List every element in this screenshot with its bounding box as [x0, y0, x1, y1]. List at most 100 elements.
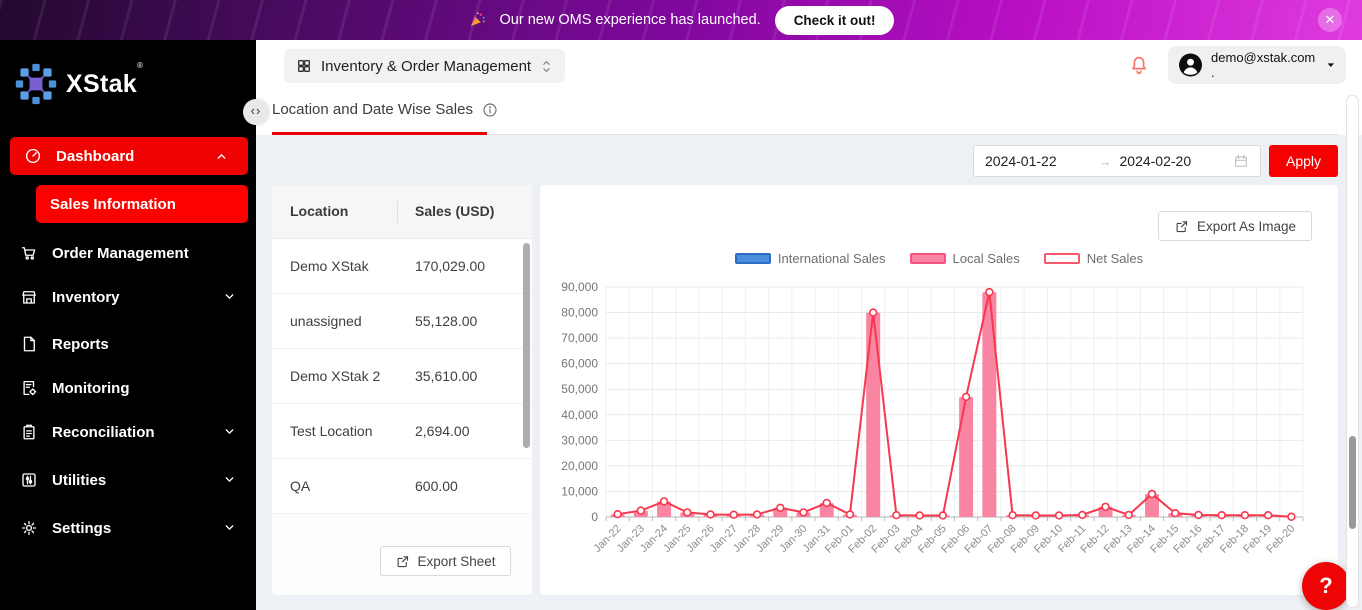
svg-text:30,000: 30,000	[561, 433, 598, 447]
end-date-field[interactable]: 2024-02-20	[1119, 153, 1192, 169]
user-menu[interactable]: demo@xstak.com .	[1168, 46, 1346, 84]
sidebar-item-inventory[interactable]: Inventory	[0, 277, 256, 317]
sales-chart: 0 10,000 20,000 30,000 40,000 50,000 60,000 70,…	[561, 280, 1304, 556]
apply-button[interactable]: Apply	[1269, 145, 1338, 177]
help-button[interactable]: ?	[1302, 562, 1350, 610]
svg-text:40,000: 40,000	[561, 408, 598, 422]
start-date-field[interactable]: 2024-01-22	[985, 153, 1057, 169]
main-content: 2024-01-22 → 2024-02-20 Apply Location S…	[256, 135, 1362, 610]
legend-item[interactable]: International Sales	[734, 251, 886, 266]
sidebar-item-utilities[interactable]: Utilities	[0, 460, 256, 500]
sales-cell: 170,029.00	[415, 258, 486, 274]
sales-cell: 35,610.00	[415, 368, 478, 384]
location-sales-table-body: Demo XStak 170,029.00 unassigned 55,128.00 D…	[272, 239, 532, 514]
sidebar-item-label: Dashboard	[56, 147, 135, 165]
sidebar-item-label: Reconciliation	[52, 423, 155, 441]
sidebar-item-label: Inventory	[52, 288, 120, 306]
legend-label: Local Sales	[952, 251, 1020, 266]
cart-icon	[20, 244, 38, 262]
sidebar-item-reports[interactable]: Reports	[0, 324, 256, 364]
banner-close-icon[interactable]: ✕	[1318, 8, 1342, 32]
location-cell: Demo XStak 2	[290, 368, 381, 384]
sidebar-collapse-toggle[interactable]: ‹›	[243, 99, 269, 125]
monitor-doc-icon	[20, 379, 38, 397]
location-cell: unassigned	[290, 313, 362, 329]
export-icon	[1176, 220, 1188, 232]
sidebar-item-label: Reports	[52, 335, 109, 353]
sidebar-item-monitoring[interactable]: Monitoring	[0, 368, 256, 408]
top-header: Inventory & Order Management demo@xstak.…	[256, 40, 1362, 90]
sidebar-item-sales-information[interactable]: Sales Information	[36, 185, 248, 223]
legend-item[interactable]: Net Sales	[1043, 251, 1143, 266]
export-sheet-button[interactable]: Export Sheet	[380, 546, 511, 576]
grid-apps-icon	[298, 60, 310, 72]
legend-swatch-icon	[1043, 253, 1080, 264]
column-header-sales: Sales (USD)	[415, 203, 495, 219]
sidebar-item-dashboard[interactable]: Dashboard	[10, 137, 248, 175]
calendar-icon	[1235, 154, 1247, 167]
sidebar-item-label: Utilities	[52, 471, 107, 489]
table-row: Demo XStak 2 35,610.00	[272, 349, 532, 404]
export-image-label: Export As Image	[1196, 218, 1297, 234]
notification-bell-icon[interactable]	[1128, 54, 1150, 76]
svg-text:90,000: 90,000	[561, 280, 598, 294]
chart-legend: International Sales Local Sales Net Sales	[540, 251, 1338, 266]
store-icon	[20, 288, 38, 306]
banner-message: Our new OMS experience has launched.	[499, 12, 761, 28]
dashboard-icon	[24, 147, 42, 165]
table-row: unassigned 55,128.00	[272, 294, 532, 349]
sales-cell: 55,128.00	[415, 313, 478, 329]
chevron-down-icon	[223, 425, 236, 442]
svg-text:0: 0	[591, 510, 598, 524]
legend-swatch-icon	[909, 253, 946, 264]
xstak-logo[interactable]: XStak®	[14, 61, 143, 106]
party-popper-icon	[468, 11, 486, 29]
sidebar-item-label: Monitoring	[52, 379, 130, 397]
table-scrollbar-thumb[interactable]	[523, 243, 530, 448]
page-scrollbar-thumb[interactable]	[1349, 436, 1356, 529]
column-header-location: Location	[290, 203, 349, 219]
location-cell: QA	[290, 478, 311, 494]
legend-item[interactable]: Local Sales	[909, 251, 1020, 266]
sidebar-item-reconciliation[interactable]: Reconciliation	[0, 412, 256, 452]
check-it-out-button[interactable]: Check it out!	[774, 5, 895, 35]
sales-cell: 600.00	[415, 478, 458, 494]
user-email: demo@xstak.com .	[1211, 50, 1316, 80]
sales-chart-panel: Export As Image International Sales Local…	[540, 185, 1338, 595]
svg-text:80,000: 80,000	[561, 306, 598, 320]
export-icon	[398, 555, 409, 567]
svg-text:10,000: 10,000	[561, 484, 598, 498]
app-selector-label: Inventory & Order Management	[321, 57, 532, 75]
legend-swatch-icon	[734, 253, 771, 264]
sidebar: XStak® Dashboard Sales Information Order…	[0, 40, 256, 610]
sliders-icon	[20, 471, 38, 489]
chevron-down-icon	[223, 521, 236, 538]
column-divider	[397, 201, 398, 223]
sidebar-item-order-management[interactable]: Order Management	[0, 233, 256, 273]
updown-caret-icon	[543, 60, 550, 72]
dropdown-caret-icon	[1327, 63, 1335, 68]
date-range-picker[interactable]: 2024-01-22 → 2024-02-20	[973, 145, 1261, 177]
sales-cell: 2,694.00	[415, 423, 470, 439]
sidebar-item-settings[interactable]: Settings	[0, 508, 256, 548]
table-row: QA 600.00	[272, 459, 532, 514]
info-icon[interactable]	[482, 102, 498, 118]
range-arrow-icon: →	[1098, 153, 1112, 169]
svg-text:70,000: 70,000	[561, 331, 598, 345]
promo-banner: Our new OMS experience has launched. Che…	[0, 0, 1362, 40]
legend-label: International Sales	[777, 251, 886, 266]
chevron-down-icon	[223, 473, 236, 490]
table-header: Location Sales (USD)	[272, 185, 532, 239]
table-row: Test Location 2,694.00	[272, 404, 532, 459]
table-row: Demo XStak 170,029.00	[272, 239, 532, 294]
location-sales-panel: Location Sales (USD) Demo XStak 170,029.0…	[272, 185, 532, 595]
sidebar-item-label: Sales Information	[50, 195, 176, 213]
tab-label: Location and Date Wise Sales	[272, 101, 473, 118]
app-selector[interactable]: Inventory & Order Management	[284, 49, 566, 83]
clipboard-icon	[20, 423, 38, 441]
tab-location-date-wise-sales[interactable]: Location and Date Wise Sales	[272, 101, 498, 118]
svg-text:60,000: 60,000	[561, 357, 598, 371]
page-scrollbar[interactable]	[1346, 95, 1359, 608]
export-as-image-button[interactable]: Export As Image	[1158, 211, 1312, 241]
